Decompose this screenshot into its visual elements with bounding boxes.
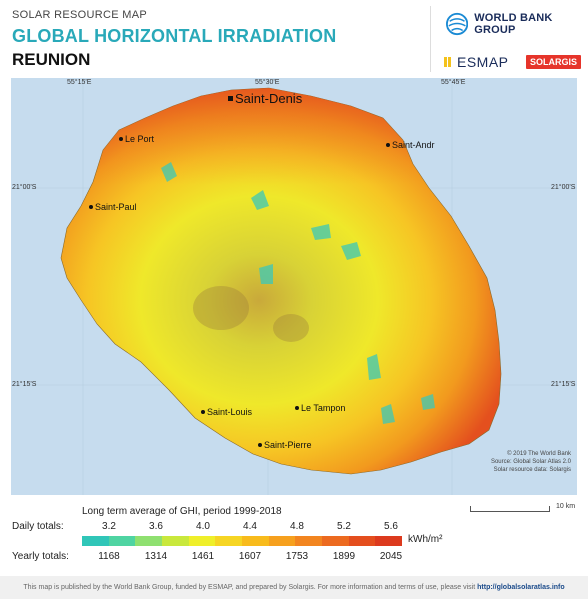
map-credits: © 2019 The World Bank Source: Global Sol… bbox=[490, 451, 571, 473]
lon-tick: 55°15'E bbox=[67, 79, 92, 86]
lat-tick: 21°00'S bbox=[551, 184, 576, 191]
legend-title: Long term average of GHI, period 1999-20… bbox=[82, 506, 282, 517]
color-scale-bar bbox=[82, 536, 403, 546]
color-segment bbox=[242, 536, 269, 546]
yearly-value: 1461 bbox=[191, 551, 215, 562]
yearly-value: 1899 bbox=[332, 551, 356, 562]
map-supertitle: SOLAR RESOURCE MAP bbox=[12, 9, 147, 21]
footer-link[interactable]: http://globalsolaratlas.info bbox=[477, 584, 565, 591]
daily-value: 3.6 bbox=[149, 521, 163, 532]
unit-label: kWh/m² bbox=[408, 534, 443, 545]
world-bank-logo: WORLD BANK GROUP bbox=[446, 12, 588, 36]
island-map bbox=[11, 78, 577, 495]
yearly-value: 1168 bbox=[98, 551, 120, 562]
daily-value: 5.6 bbox=[384, 521, 398, 532]
yearly-value: 2045 bbox=[379, 551, 403, 562]
city-marker bbox=[258, 443, 262, 447]
color-segment bbox=[375, 536, 403, 546]
color-segment bbox=[82, 536, 109, 546]
color-segment bbox=[215, 536, 243, 546]
daily-value: 5.2 bbox=[337, 521, 351, 532]
yearly-value: 1753 bbox=[285, 551, 309, 562]
city-marker bbox=[119, 137, 123, 141]
city-le-tampon[interactable]: Le Tampon bbox=[295, 403, 345, 413]
city-saint-andr[interactable]: Saint-Andr bbox=[386, 140, 435, 150]
yearly-value: 1314 bbox=[144, 551, 168, 562]
esmap-mark-icon bbox=[444, 57, 451, 67]
color-segment bbox=[268, 536, 296, 546]
globe-icon bbox=[446, 12, 469, 36]
daily-value: 4.8 bbox=[290, 521, 304, 532]
daily-totals-label: Daily totals: bbox=[12, 521, 64, 532]
city-marker bbox=[201, 410, 205, 414]
lat-tick: 21°15'S bbox=[551, 381, 576, 388]
color-segment bbox=[108, 536, 136, 546]
color-segment bbox=[135, 536, 163, 546]
esmap-logo: ESMAP bbox=[444, 54, 509, 70]
header: SOLAR RESOURCE MAP GLOBAL HORIZONTAL IRR… bbox=[0, 0, 588, 78]
city-saint-denis[interactable]: Saint-Denis bbox=[228, 91, 302, 106]
footer-text: This map is published by the World Bank … bbox=[23, 584, 476, 591]
color-segment bbox=[295, 536, 323, 546]
map-area[interactable]: 55°15'E 55°30'E 55°45'E 21°00'S 21°00'S … bbox=[11, 78, 577, 495]
city-saint-paul[interactable]: Saint-Paul bbox=[89, 202, 137, 212]
lon-tick: 55°45'E bbox=[441, 79, 466, 86]
lon-tick: 55°30'E bbox=[255, 79, 280, 86]
footer: This map is published by the World Bank … bbox=[0, 576, 588, 599]
daily-value: 4.4 bbox=[243, 521, 257, 532]
yearly-value: 1607 bbox=[238, 551, 262, 562]
map-title: GLOBAL HORIZONTAL IRRADIATION bbox=[12, 26, 337, 46]
city-saint-louis[interactable]: Saint-Louis bbox=[201, 407, 252, 417]
capital-marker bbox=[228, 96, 233, 101]
color-segment bbox=[162, 536, 189, 546]
header-divider bbox=[430, 6, 431, 72]
country-name: REUNION bbox=[12, 50, 91, 69]
daily-value: 3.2 bbox=[102, 521, 116, 532]
esmap-label: ESMAP bbox=[457, 54, 509, 70]
scale-bar-label: 10 km bbox=[556, 503, 576, 510]
color-segment bbox=[188, 536, 216, 546]
city-marker bbox=[89, 205, 93, 209]
color-segment bbox=[322, 536, 349, 546]
solargis-logo: SOLARGIS bbox=[526, 55, 582, 69]
yearly-totals-label: Yearly totals: bbox=[12, 551, 69, 562]
city-marker bbox=[295, 406, 299, 410]
lat-tick: 21°00'S bbox=[12, 184, 37, 191]
lat-tick: 21°15'S bbox=[12, 381, 37, 388]
daily-value: 4.0 bbox=[196, 521, 210, 532]
city-le-port[interactable]: Le Port bbox=[119, 134, 154, 144]
city-saint-pierre[interactable]: Saint-Pierre bbox=[258, 440, 312, 450]
scale-bar bbox=[470, 506, 550, 512]
color-segment bbox=[348, 536, 376, 546]
world-bank-label: WORLD BANK GROUP bbox=[474, 12, 553, 36]
city-marker bbox=[386, 143, 390, 147]
